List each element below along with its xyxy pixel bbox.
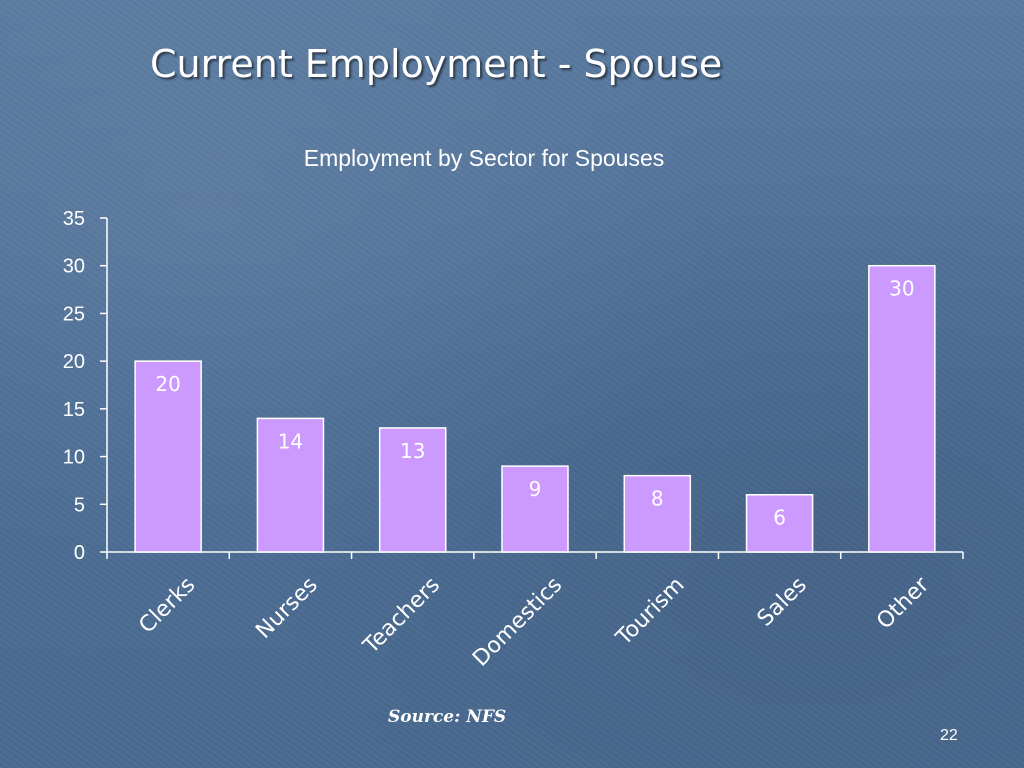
data-label-domestics: 9 [529,477,542,501]
data-label-teachers: 13 [400,439,425,463]
x-tick-label-domestics: Domestics [468,573,567,672]
x-tick-label-nurses: Nurses [251,573,322,644]
x-tick-label-clerks: Clerks [134,573,200,639]
data-label-sales: 6 [773,506,786,530]
data-label-clerks: 20 [155,372,180,396]
bar-tourism [623,474,692,553]
x-tick-label-sales: Sales [753,573,812,632]
data-label-tourism: 8 [651,487,664,511]
source-note: Source: NFS [388,707,507,727]
y-tick-label: 10 [63,447,85,469]
y-tick-label: 0 [74,542,85,564]
bars: 20 14 13 9 8 6 30 [134,264,936,553]
chart-title: Employment by Sector for Spouses [304,145,665,171]
y-axis: 0 5 10 15 20 25 30 35 [63,208,108,564]
bar-sales [745,493,814,553]
slide-title: Current Employment - Spouse [150,42,723,86]
page-number: 22 [940,727,958,744]
y-tick-label: 30 [63,256,85,278]
data-label-other: 30 [889,277,914,301]
y-tick-label: 25 [63,303,85,325]
bar-domestics [501,465,569,553]
bar-other [868,264,936,553]
x-tick-label-other: Other [872,572,935,635]
y-tick-label: 15 [63,399,85,421]
x-axis: Clerks Nurses Teachers Domestics Tourism Sale… [106,551,964,672]
bar-teachers [378,427,447,553]
y-tick-label: 5 [74,494,85,516]
x-tick-label-teachers: Teachers [358,573,445,660]
y-tick-label: 20 [63,351,85,373]
bar-clerks [134,360,202,553]
bar-nurses [256,417,325,553]
y-tick-label: 35 [63,208,85,230]
data-label-nurses: 14 [278,429,303,453]
x-tick-label-tourism: Tourism [611,573,690,652]
